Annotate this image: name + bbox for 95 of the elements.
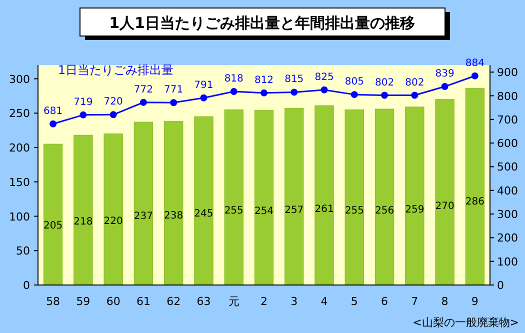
x-tick-label: 58 xyxy=(46,295,60,308)
bar xyxy=(374,108,394,286)
y-tick-label: 250 xyxy=(9,107,30,120)
data-label: 802 xyxy=(405,77,424,88)
point xyxy=(471,72,478,80)
x-tick-label: 7 xyxy=(411,295,418,308)
data-label: 791 xyxy=(194,80,214,91)
bar xyxy=(344,109,364,286)
x-tick-label: 9 xyxy=(471,295,478,308)
bar xyxy=(405,106,424,286)
data-label: 238 xyxy=(164,210,184,222)
x-tick-label: 61 xyxy=(136,295,150,308)
data-label: 815 xyxy=(284,74,304,86)
x-tick-label: 元 xyxy=(228,295,240,308)
point xyxy=(441,83,448,90)
point xyxy=(110,111,117,118)
bar xyxy=(104,134,123,286)
series-label: 1日当たりごみ排出量 xyxy=(58,63,174,77)
data-label: 220 xyxy=(104,216,123,227)
x-tick-label: 59 xyxy=(76,295,90,308)
bar xyxy=(43,144,63,286)
point xyxy=(230,88,238,95)
text: <山梨の一般廃棄物> xyxy=(412,316,519,329)
y-tick-label: 100 xyxy=(9,210,30,224)
y2-tick-label: 700 xyxy=(497,113,518,126)
data-label: 257 xyxy=(284,205,304,216)
y2-tick-label: 100 xyxy=(497,255,518,268)
point xyxy=(381,92,388,99)
data-label: 720 xyxy=(104,96,123,108)
bar xyxy=(314,105,334,286)
data-label: 805 xyxy=(344,76,364,88)
point xyxy=(411,92,418,99)
x-tick-label: 2 xyxy=(260,295,268,308)
bar xyxy=(164,121,184,286)
data-label: 825 xyxy=(314,72,334,83)
y2-tick-label: 800 xyxy=(497,90,518,103)
data-label: 255 xyxy=(344,206,364,217)
point xyxy=(80,111,87,118)
point xyxy=(140,98,147,106)
y-tick-label: 50 xyxy=(16,244,30,258)
bar xyxy=(284,108,304,286)
point xyxy=(50,120,57,128)
x-tick-label: 8 xyxy=(441,295,448,308)
bar xyxy=(465,88,485,286)
y2-tick-label: 500 xyxy=(497,160,518,174)
chart-title: 1人1日当たりごみ排出量と年間排出量の推移 xyxy=(109,14,415,32)
data-label: 802 xyxy=(374,77,394,88)
data-label: 205 xyxy=(44,220,63,232)
y2-tick-label: 200 xyxy=(497,232,518,245)
data-label: 259 xyxy=(405,204,424,216)
data-label: 818 xyxy=(224,73,244,84)
y2-tick-label: 900 xyxy=(497,66,518,80)
data-label: 270 xyxy=(435,201,454,212)
point xyxy=(320,86,328,94)
bar xyxy=(134,122,154,286)
bar xyxy=(435,99,454,286)
x-tick-label: 4 xyxy=(320,295,328,308)
x-tick-label: 62 xyxy=(166,295,181,308)
x-tick-label: 5 xyxy=(350,295,358,308)
data-label: 839 xyxy=(435,68,454,80)
point xyxy=(350,91,358,98)
y2-tick-label: 600 xyxy=(497,137,518,150)
data-label: 218 xyxy=(74,216,93,228)
x-tick-label: 3 xyxy=(290,295,298,308)
data-label: 286 xyxy=(465,196,484,208)
bar xyxy=(194,116,214,286)
data-label: 254 xyxy=(254,206,274,217)
point xyxy=(290,88,298,96)
data-label: 256 xyxy=(374,205,394,216)
y2-tick-label: 400 xyxy=(497,184,518,198)
y-tick-label: 300 xyxy=(9,72,30,86)
y2-tick-label: 300 xyxy=(497,208,518,222)
data-label: 719 xyxy=(74,96,93,108)
data-label: 772 xyxy=(134,84,154,96)
x-tick-label: 60 xyxy=(106,295,120,308)
x-tick-label: 63 xyxy=(196,295,211,308)
x-tick-label: 6 xyxy=(381,295,388,308)
data-label: 237 xyxy=(134,210,154,222)
data-label: 255 xyxy=(224,206,244,217)
bar xyxy=(74,134,93,286)
y-tick-label: 150 xyxy=(9,176,30,189)
data-label: 245 xyxy=(194,208,214,220)
y2-tick-label: 0 xyxy=(497,279,504,292)
data-label: 812 xyxy=(254,74,274,86)
data-label: 261 xyxy=(314,204,334,215)
bar xyxy=(224,109,244,286)
point xyxy=(260,89,268,96)
bar xyxy=(254,110,274,286)
y-tick-label: 0 xyxy=(23,279,30,292)
data-label: 771 xyxy=(164,84,184,96)
point xyxy=(200,94,208,102)
data-label: 884 xyxy=(465,58,484,69)
data-label: 681 xyxy=(44,106,63,117)
y-tick-label: 200 xyxy=(9,142,30,154)
point xyxy=(170,99,178,106)
